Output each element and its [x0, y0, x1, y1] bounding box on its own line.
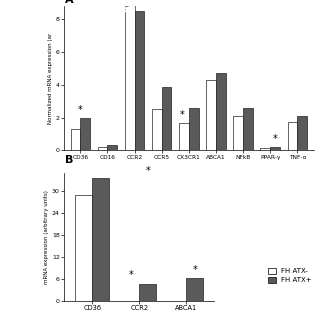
Text: *: *	[192, 265, 197, 275]
Bar	[179, 123, 189, 150]
Bar	[125, 6, 134, 150]
Bar	[189, 108, 199, 150]
Bar	[108, 146, 117, 150]
Bar	[139, 284, 156, 301]
Y-axis label: Normalized mRNA expression (ar: Normalized mRNA expression (ar	[48, 33, 53, 124]
Y-axis label: mRNA expression (arbitrary units): mRNA expression (arbitrary units)	[44, 190, 49, 284]
Bar	[243, 108, 253, 150]
Text: *: *	[180, 110, 185, 120]
Bar	[98, 147, 108, 150]
Bar	[288, 122, 297, 150]
Bar	[152, 109, 162, 150]
Bar	[75, 195, 92, 301]
Bar	[162, 87, 172, 150]
Bar	[70, 129, 80, 150]
Legend: FH ATX-, FH ATX+: FH ATX-, FH ATX+	[267, 267, 313, 284]
Bar	[80, 118, 90, 150]
Bar	[297, 116, 307, 150]
Bar	[270, 147, 280, 150]
Bar	[233, 116, 243, 150]
Text: *: *	[145, 166, 150, 176]
Bar	[206, 80, 216, 150]
Bar	[92, 178, 109, 301]
Bar	[186, 278, 203, 301]
Text: *: *	[128, 270, 133, 280]
Bar	[134, 11, 144, 150]
Bar	[260, 148, 270, 150]
Text: B: B	[65, 156, 73, 165]
Text: *: *	[273, 134, 277, 144]
Bar	[216, 74, 226, 150]
Text: A: A	[65, 0, 74, 5]
Text: *: *	[78, 105, 83, 115]
